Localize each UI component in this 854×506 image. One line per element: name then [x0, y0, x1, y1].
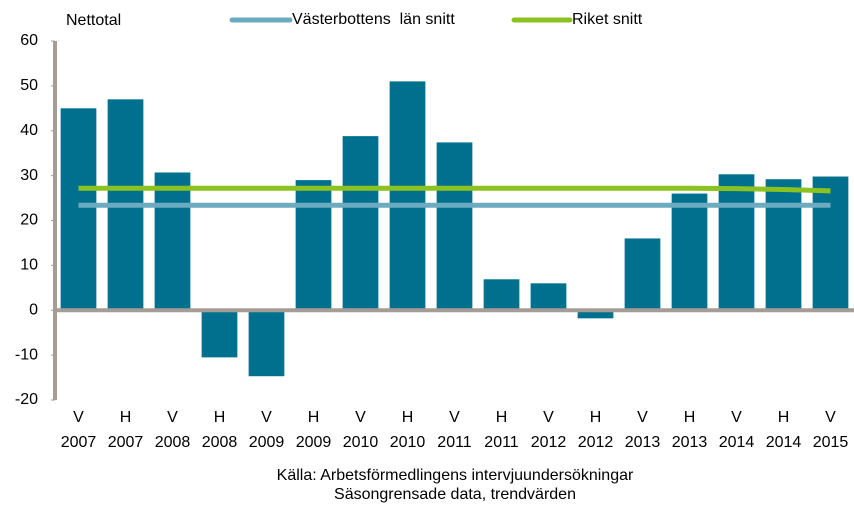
y-tick-label: -20 — [15, 391, 38, 408]
legend-label: Riket snitt — [572, 11, 643, 28]
x-tick-label: 2011 — [484, 434, 519, 451]
x-tick-label: H — [590, 409, 602, 426]
average-line — [78, 185, 831, 194]
x-tick-label: H — [214, 409, 226, 426]
bar — [671, 193, 708, 311]
y-tick-label: 60 — [20, 32, 38, 49]
legend-label: Västerbottens län snitt — [292, 11, 455, 28]
x-tick-label: V — [167, 409, 178, 426]
source: Källa: Arbetsförmedlingens intervjuunder… — [277, 467, 634, 484]
y-tick-label: -10 — [15, 346, 38, 363]
bar — [718, 174, 755, 311]
y-tick-label: 0 — [29, 301, 38, 318]
bar — [295, 180, 332, 311]
x-tick-label: 2010 — [343, 434, 379, 451]
x-tick-label: 2007 — [61, 434, 97, 451]
x-tick-label: 2011 — [437, 434, 472, 451]
x-tick-label: 2010 — [390, 434, 426, 451]
bar — [765, 179, 802, 311]
bar — [436, 142, 473, 311]
y-axis-label: Nettotal — [66, 12, 121, 29]
x-tick-label: H — [684, 409, 696, 426]
x-tick-label: 2008 — [155, 434, 191, 451]
bar — [60, 108, 97, 311]
x-tick-label: V — [355, 409, 366, 426]
x-tick-label: 2015 — [813, 434, 849, 451]
x-tick-label: V — [261, 409, 272, 426]
y-tick-label: 50 — [20, 77, 38, 94]
bar — [201, 310, 238, 358]
x-tick-label: V — [637, 409, 648, 426]
bar — [577, 310, 614, 319]
x-tick-label: 2009 — [296, 434, 332, 451]
bar — [483, 279, 520, 311]
x-tick-label: 2014 — [719, 434, 755, 451]
bar — [812, 176, 849, 311]
x-tick-label: 2012 — [531, 434, 567, 451]
bar — [248, 310, 285, 377]
x-tick-label: H — [120, 409, 132, 426]
x-tick-label: V — [449, 409, 460, 426]
y-tick-label: 40 — [20, 122, 38, 139]
x-tick-label: 2014 — [766, 434, 802, 451]
bar — [389, 81, 426, 311]
bar — [342, 136, 379, 311]
x-tick-label: 2013 — [625, 434, 661, 451]
y-tick-label: 30 — [20, 167, 38, 184]
x-tick-label: H — [402, 409, 414, 426]
x-tick-label: 2012 — [578, 434, 614, 451]
x-tick-label: V — [543, 409, 554, 426]
source-note: Säsongrensade data, trendvärden — [334, 486, 576, 503]
x-tick-label: 2008 — [202, 434, 238, 451]
y-tick-label: 20 — [20, 212, 38, 229]
bar — [154, 172, 191, 311]
x-tick-label: H — [496, 409, 508, 426]
x-tick-label: H — [308, 409, 320, 426]
x-tick-label: 2013 — [672, 434, 708, 451]
bar — [530, 283, 567, 311]
x-tick-label: 2009 — [249, 434, 285, 451]
x-tick-label: 2007 — [108, 434, 144, 451]
y-tick-label: 10 — [20, 257, 38, 274]
x-tick-label: V — [825, 409, 836, 426]
bar — [624, 238, 661, 311]
x-tick-label: V — [73, 409, 84, 426]
x-tick-label: V — [731, 409, 742, 426]
x-tick-label: H — [778, 409, 790, 426]
